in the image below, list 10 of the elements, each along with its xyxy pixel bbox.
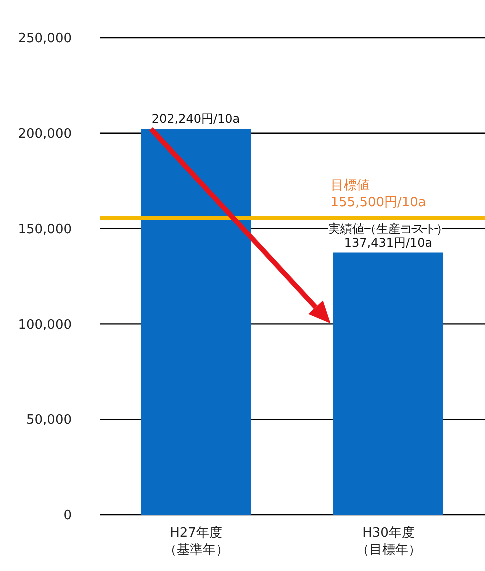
y-tick-label: 200,000: [18, 127, 72, 142]
y-tick-label: 0: [64, 508, 72, 524]
x-tick-label: H27年度（基準年）: [164, 525, 229, 558]
x-tick-label: H30年度（目標年）: [356, 525, 422, 558]
y-tick-label: 50,000: [26, 413, 72, 428]
y-tick-label: 100,000: [18, 318, 72, 333]
y-tick-label: 250,000: [18, 32, 72, 47]
y-tick-label: 150,000: [18, 222, 72, 238]
data-label: 202,240円/10a: [152, 112, 240, 126]
ref-line-label: 目標値 155,500円/10a: [330, 178, 426, 210]
